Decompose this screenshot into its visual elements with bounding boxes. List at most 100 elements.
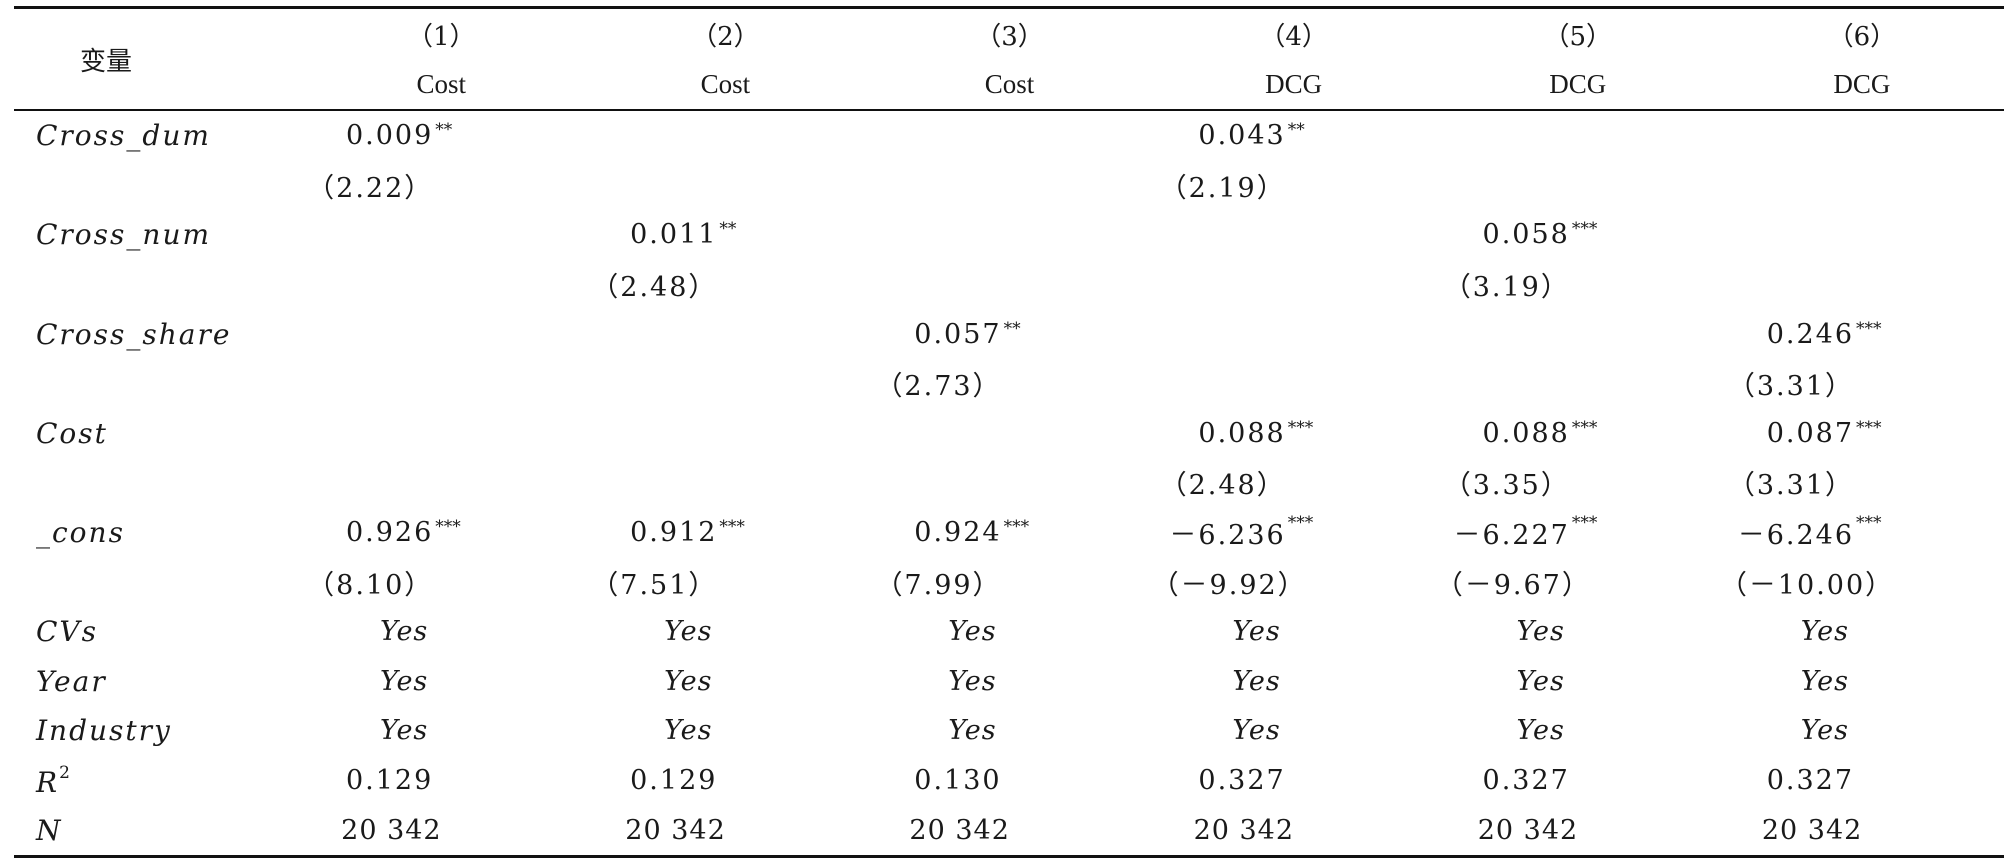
coefficient-value: 0.009 — [345, 120, 434, 152]
t-statistic-cell: （2.73） — [875, 371, 1002, 403]
coefficient-cell: 0.246 *** — [1720, 309, 2004, 359]
coefficient-cell — [1152, 210, 1436, 260]
coefficient-value: 0.912 — [630, 517, 718, 549]
coefficient-row: Cross_share 0.057 ** 0.246 *** — [14, 309, 2004, 359]
coefficient-cell — [1720, 210, 2004, 260]
t-statistic-cell — [299, 359, 583, 409]
t-statistic-cell: （3.35） — [1443, 470, 1570, 502]
r-squared-superscript: 2 — [59, 762, 72, 783]
t-statistic-cell: （2.48） — [1159, 470, 1286, 502]
significance-stars: ** — [719, 219, 737, 240]
control-value: Yes — [664, 665, 713, 697]
t-statistic-cell — [1720, 161, 2004, 211]
coefficient-cell: 0.011 ** — [583, 210, 867, 260]
t-statistic-cell — [1152, 260, 1436, 310]
r-squared-letter: R — [36, 765, 60, 799]
coefficient-cell — [867, 110, 1151, 161]
t-statistic-cell — [299, 260, 583, 310]
coefficient-cell — [1436, 309, 1720, 359]
t-statistic-cell: （－9.92） — [1151, 569, 1307, 601]
coefficient-value: 0.246 — [1766, 318, 1854, 350]
coefficient-wrap: 0.011 ** — [630, 219, 736, 251]
t-statistic-cell — [1720, 260, 2004, 310]
t-statistic-cell — [867, 161, 1151, 211]
t-statistic-cell — [299, 458, 583, 508]
coefficient-wrap: 0.057 ** — [914, 318, 1020, 350]
t-statistic-cell: （7.51） — [591, 569, 718, 601]
r-squared-value: 0.327 — [1482, 765, 1570, 797]
coefficient-value: 0.926 — [345, 517, 434, 549]
significance-stars: *** — [1856, 318, 1882, 339]
variable-column-header: 变量 — [80, 46, 133, 77]
coefficient-value: 0.057 — [914, 318, 1002, 350]
t-statistic-cell: （8.10） — [307, 569, 434, 601]
coefficient-wrap: 0.246 *** — [1766, 318, 1882, 350]
control-value: Yes — [1516, 715, 1565, 747]
coefficient-value: 0.087 — [1766, 417, 1854, 449]
coefficient-wrap: －6.246 *** — [1737, 513, 1882, 552]
observations-value: 20 342 — [625, 814, 726, 846]
coefficient-cell: 0.043 ** — [1152, 110, 1436, 161]
coefficient-cell: 0.926 *** — [299, 508, 583, 558]
coefficient-value: 0.088 — [1482, 417, 1570, 449]
observations-row: N 20 342 20 342 20 342 20 342 20 342 20 342 — [14, 805, 2004, 857]
r-squared-value: 0.129 — [630, 765, 718, 797]
observations-label: N — [36, 813, 63, 847]
coefficient-cell — [1720, 110, 2004, 161]
t-statistic-row: （2.22） （2.19） — [14, 161, 2004, 211]
coefficient-value: 0.058 — [1482, 219, 1570, 251]
control-value: Yes — [1516, 616, 1565, 648]
t-statistic-cell — [1436, 161, 1720, 211]
t-statistic-cell: （2.48） — [591, 272, 718, 304]
column-number-4: （4） — [1259, 21, 1328, 52]
coefficient-wrap: 0.043 ** — [1198, 120, 1304, 151]
variable-label: _cons — [36, 516, 125, 550]
coefficient-cell — [867, 210, 1151, 260]
significance-stars: *** — [435, 517, 461, 538]
coefficient-cell: 0.058 *** — [1436, 210, 1720, 260]
control-value: Yes — [664, 616, 713, 648]
control-row: CVs Yes Yes Yes Yes Yes Yes — [14, 607, 2004, 657]
t-statistic-cell: （3.19） — [1443, 272, 1570, 304]
coefficient-value: 0.088 — [1198, 417, 1286, 449]
t-statistic-cell: （2.22） — [307, 172, 434, 204]
coefficient-value: 0.011 — [630, 219, 718, 251]
empty-label-cell — [14, 161, 299, 211]
column-number-1: （1） — [406, 21, 476, 52]
t-statistic-cell — [867, 260, 1151, 310]
coefficient-cell — [1436, 110, 1720, 161]
t-statistic-cell — [867, 458, 1151, 508]
coefficient-cell — [1152, 309, 1436, 359]
observations-value: 20 342 — [1193, 814, 1295, 846]
column-dependent-6: DCG — [1833, 68, 1891, 99]
coefficient-cell — [583, 110, 867, 161]
t-statistic-cell: （7.99） — [875, 569, 1002, 601]
significance-stars: *** — [1287, 513, 1314, 534]
control-value: Yes — [1232, 665, 1281, 697]
header-row-numbers: 变量 （1） （2） （3） （4） （5） （6） — [14, 7, 2004, 77]
t-statistic-row: （2.48） （3.35） （3.31） — [14, 458, 2004, 508]
control-row: Industry Yes Yes Yes Yes Yes Yes — [14, 706, 2004, 756]
control-value: Yes — [1800, 616, 1849, 648]
coefficient-value: －6.246 — [1737, 520, 1854, 552]
r-squared-value: 0.129 — [345, 765, 434, 797]
column-number-5: （5） — [1543, 21, 1613, 52]
column-dependent-5: DCG — [1549, 68, 1607, 99]
coefficient-cell — [583, 309, 867, 359]
column-dependent-4: DCG — [1265, 68, 1323, 99]
control-value: Yes — [379, 616, 429, 648]
significance-stars: *** — [1003, 517, 1030, 538]
variable-label: Cross_share — [36, 317, 232, 351]
coefficient-cell: 0.087 *** — [1720, 409, 2004, 459]
significance-stars: ** — [435, 120, 453, 141]
r-squared-value: 0.327 — [1198, 765, 1286, 797]
column-number-6: （6） — [1827, 21, 1897, 52]
control-value: Yes — [1800, 665, 1849, 697]
header-row-dependent: Cost Cost Cost DCG DCG DCG — [14, 59, 2004, 110]
r-squared-label: R2 — [14, 756, 299, 806]
coefficient-wrap: 0.912 *** — [630, 517, 745, 549]
t-statistic-cell — [1436, 359, 1720, 409]
control-value: Yes — [948, 715, 997, 747]
coefficient-wrap: 0.924 *** — [914, 517, 1029, 548]
control-label: CVs — [36, 615, 99, 649]
